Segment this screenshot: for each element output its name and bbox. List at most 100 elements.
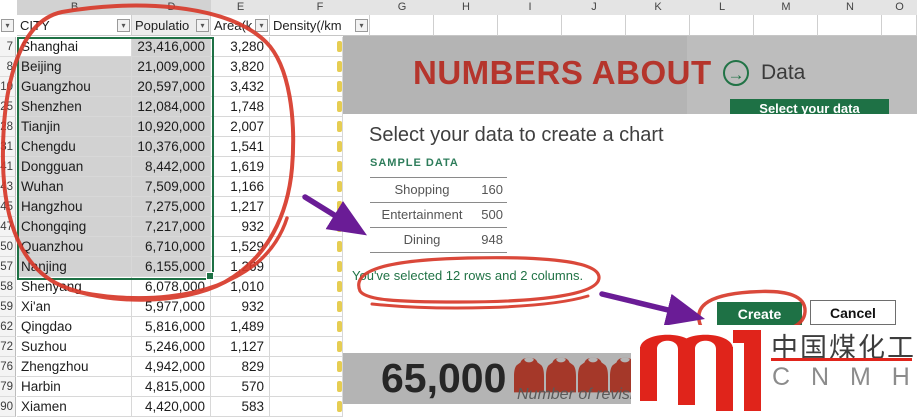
column-letter-H[interactable]: H xyxy=(434,0,499,16)
row-number[interactable]: 58 xyxy=(0,277,16,297)
cell-area[interactable]: 3,820 xyxy=(211,57,270,77)
cell-density[interactable] xyxy=(270,117,343,137)
header-cell-empty[interactable] xyxy=(690,15,754,36)
cell-city[interactable]: Shenyang xyxy=(17,277,132,297)
cell-area[interactable]: 3,280 xyxy=(211,37,270,57)
cell-area[interactable]: 1,217 xyxy=(211,197,270,217)
cell-area[interactable]: 1,010 xyxy=(211,277,270,297)
cell-city[interactable]: Nanjing xyxy=(17,257,132,277)
cell-area[interactable]: 932 xyxy=(211,217,270,237)
header-cell-empty[interactable] xyxy=(818,15,882,36)
header-cell-empty[interactable] xyxy=(498,15,562,36)
cell-density[interactable] xyxy=(270,257,343,277)
cell-density[interactable] xyxy=(270,277,343,297)
cell-population[interactable]: 20,597,000 xyxy=(132,77,211,97)
cell-density[interactable] xyxy=(270,377,343,397)
cell-city[interactable]: Quanzhou xyxy=(17,237,132,257)
create-button[interactable]: Create xyxy=(717,302,802,325)
cell-density[interactable] xyxy=(270,57,343,77)
cell-area[interactable]: 570 xyxy=(211,377,270,397)
cell-area[interactable]: 1,529 xyxy=(211,237,270,257)
column-letter-L[interactable]: L xyxy=(690,0,755,16)
cell-city[interactable]: Chengdu xyxy=(17,137,132,157)
cell-density[interactable] xyxy=(270,97,343,117)
column-letter-I[interactable]: I xyxy=(498,0,563,16)
cell-city[interactable]: Suzhou xyxy=(17,337,132,357)
filter-dropdown-icon[interactable]: ▾ xyxy=(255,19,268,32)
selection-fill-handle[interactable] xyxy=(206,272,214,280)
row-number[interactable]: 8 xyxy=(0,57,16,77)
cell-population[interactable]: 6,155,000 xyxy=(132,257,211,277)
column-letter-O[interactable]: O xyxy=(882,0,917,16)
cell-city[interactable]: Xi'an xyxy=(17,297,132,317)
cell-density[interactable] xyxy=(270,177,343,197)
cell-area[interactable]: 583 xyxy=(211,397,270,417)
cell-population[interactable]: 4,942,000 xyxy=(132,357,211,377)
cell-density[interactable] xyxy=(270,217,343,237)
filter-dropdown-icon[interactable]: ▾ xyxy=(196,19,209,32)
row-number[interactable]: 25 xyxy=(0,97,16,117)
row-number[interactable]: 45 xyxy=(0,197,16,217)
cell-population[interactable]: 5,816,000 xyxy=(132,317,211,337)
filter-dropdown-icon[interactable]: ▾ xyxy=(117,19,130,32)
row-number[interactable]: 47 xyxy=(0,217,16,237)
column-letter-B[interactable]: B xyxy=(17,0,133,16)
cell-density[interactable] xyxy=(270,137,343,157)
row-number[interactable]: 7 xyxy=(0,37,16,57)
cell-city[interactable]: Shenzhen xyxy=(17,97,132,117)
cell-city[interactable]: Zhengzhou xyxy=(17,357,132,377)
column-letter-F[interactable]: F xyxy=(270,0,371,16)
cell-density[interactable] xyxy=(270,157,343,177)
header-cell-empty[interactable] xyxy=(754,15,818,36)
cell-area[interactable]: 1,748 xyxy=(211,97,270,117)
cell-population[interactable]: 6,078,000 xyxy=(132,277,211,297)
cell-population[interactable]: 4,815,000 xyxy=(132,377,211,397)
cell-city[interactable]: Qingdao xyxy=(17,317,132,337)
cell-city[interactable]: Guangzhou xyxy=(17,77,132,97)
cell-area[interactable]: 1,127 xyxy=(211,337,270,357)
cell-city[interactable]: Harbin xyxy=(17,377,132,397)
cell-population[interactable]: 7,509,000 xyxy=(132,177,211,197)
cell-density[interactable] xyxy=(270,297,343,317)
cell-density[interactable] xyxy=(270,37,343,57)
cell-city[interactable]: Hangzhou xyxy=(17,197,132,217)
row-number[interactable]: 57 xyxy=(0,257,16,277)
cell-city[interactable]: Chongqing xyxy=(17,217,132,237)
header-cell-empty[interactable] xyxy=(626,15,690,36)
header-cell-empty[interactable] xyxy=(434,15,498,36)
cell-city[interactable]: Xiamen xyxy=(17,397,132,417)
row-number[interactable]: 79 xyxy=(0,377,16,397)
filter-dropdown-icon[interactable]: ▾ xyxy=(1,19,14,32)
header-cell-empty[interactable] xyxy=(562,15,626,36)
row-number[interactable]: 31 xyxy=(0,137,16,157)
row-number[interactable]: 50 xyxy=(0,237,16,257)
header-cell-empty[interactable] xyxy=(882,15,917,36)
row-number[interactable]: 90 xyxy=(0,397,16,417)
column-letter-D[interactable]: D xyxy=(132,0,212,16)
cell-population[interactable]: 12,084,000 xyxy=(132,97,211,117)
cell-population[interactable]: 4,420,000 xyxy=(132,397,211,417)
header-cell-city[interactable]: CITY xyxy=(17,15,132,36)
cell-population[interactable]: 7,275,000 xyxy=(132,197,211,217)
cell-area[interactable]: 1,269 xyxy=(211,257,270,277)
row-number[interactable]: 72 xyxy=(0,337,16,357)
cell-city[interactable]: Tianjin xyxy=(17,117,132,137)
cell-population[interactable]: 8,442,000 xyxy=(132,157,211,177)
column-letter-N[interactable]: N xyxy=(818,0,883,16)
cell-density[interactable] xyxy=(270,317,343,337)
cell-city[interactable]: Wuhan xyxy=(17,177,132,197)
cell-area[interactable]: 3,432 xyxy=(211,77,270,97)
cell-density[interactable] xyxy=(270,197,343,217)
filter-dropdown-icon[interactable]: ▾ xyxy=(355,19,368,32)
column-letter-M[interactable]: M xyxy=(754,0,819,16)
cell-area[interactable]: 1,619 xyxy=(211,157,270,177)
cell-area[interactable]: 1,541 xyxy=(211,137,270,157)
cancel-button[interactable]: Cancel xyxy=(810,300,896,325)
row-number[interactable]: 41 xyxy=(0,157,16,177)
cell-population[interactable]: 10,920,000 xyxy=(132,117,211,137)
select-your-data-button[interactable]: Select your data xyxy=(730,99,889,118)
cell-population[interactable]: 5,977,000 xyxy=(132,297,211,317)
column-letter-K[interactable]: K xyxy=(626,0,691,16)
cell-population[interactable]: 6,710,000 xyxy=(132,237,211,257)
cell-area[interactable]: 932 xyxy=(211,297,270,317)
